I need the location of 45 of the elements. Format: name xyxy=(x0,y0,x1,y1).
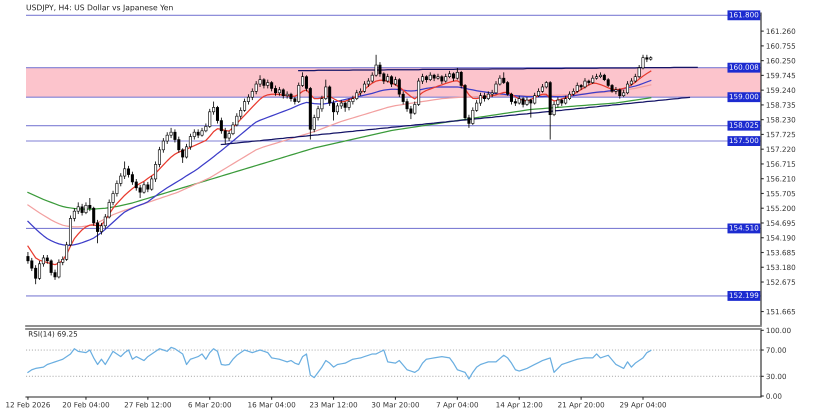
candlestick xyxy=(142,182,146,194)
candlestick xyxy=(243,98,246,112)
line-series xyxy=(27,346,652,380)
candlestick xyxy=(177,136,180,154)
candlestick xyxy=(390,74,394,88)
candlestick xyxy=(626,80,630,95)
candlestick xyxy=(270,80,274,92)
candlestick xyxy=(522,96,525,108)
line-series xyxy=(220,96,690,146)
candlestick xyxy=(479,92,482,106)
candlestick xyxy=(362,80,366,94)
candlestick xyxy=(576,82,579,94)
candlestick xyxy=(398,78,401,98)
candlestick xyxy=(618,88,622,100)
candlestick xyxy=(583,78,586,89)
candlestick xyxy=(130,171,134,186)
candlestick xyxy=(146,182,150,193)
candlestick xyxy=(262,78,266,89)
candlestick xyxy=(123,161,126,180)
candlestick xyxy=(529,98,532,118)
candlestick xyxy=(336,102,339,116)
candlestick xyxy=(374,54,378,78)
candlestick xyxy=(127,165,130,178)
candlestick xyxy=(170,127,173,139)
candlestick xyxy=(250,88,254,101)
candlestick xyxy=(50,258,53,276)
candlestick xyxy=(57,258,60,279)
candlestick xyxy=(254,80,258,95)
candlestick xyxy=(38,260,42,280)
candlestick xyxy=(348,98,351,111)
candlestick xyxy=(406,98,409,112)
candlestick xyxy=(355,89,358,101)
candlestick xyxy=(80,203,84,216)
candlestick xyxy=(138,184,142,198)
candlestick xyxy=(258,74,262,88)
candlestick xyxy=(282,88,285,100)
candlestick xyxy=(274,85,278,96)
candlestick xyxy=(471,106,474,126)
candlestick xyxy=(84,202,88,214)
candlestick xyxy=(378,62,382,78)
candlestick xyxy=(533,92,536,105)
candlestick xyxy=(344,101,347,112)
candlestick xyxy=(26,252,30,264)
candlestick xyxy=(494,80,498,95)
candlestick xyxy=(34,264,38,285)
